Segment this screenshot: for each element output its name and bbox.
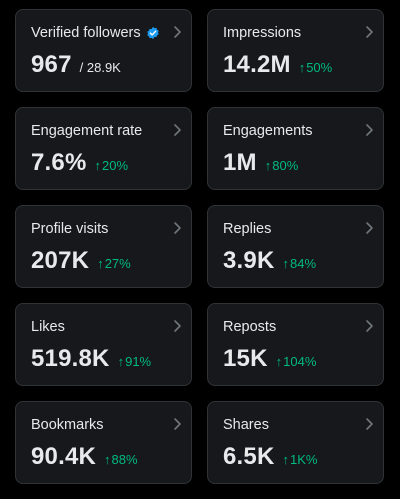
chevron-right-icon	[366, 124, 373, 136]
card-change: ↑ 80%	[265, 158, 299, 173]
card-engagements[interactable]: Engagements 1M ↑ 80%	[207, 107, 384, 190]
card-label: Impressions	[223, 25, 302, 41]
card-change: ↑ 50%	[299, 60, 333, 75]
card-label: Bookmarks	[31, 417, 104, 433]
card-value: 90.4K	[31, 443, 97, 470]
chevron-right-icon	[366, 222, 373, 234]
card-change: ↑ 104%	[276, 354, 317, 369]
card-likes[interactable]: Likes 519.8K ↑ 91%	[15, 303, 192, 386]
card-change-value: 104%	[283, 354, 317, 369]
chevron-right-icon	[366, 418, 373, 430]
card-shares[interactable]: Shares 6.5K ↑ 1K%	[207, 401, 384, 484]
card-change: ↑ 1K%	[283, 452, 318, 467]
card-change-value: 88%	[111, 452, 138, 467]
chevron-right-icon	[174, 418, 181, 430]
card-change: ↑ 91%	[118, 354, 152, 369]
card-change-value: 27%	[104, 256, 131, 271]
card-label: Engagement rate	[31, 123, 143, 139]
card-value: 207K	[31, 247, 90, 274]
card-total: / 28.9K	[79, 60, 121, 75]
card-label: Profile visits	[31, 221, 109, 237]
chevron-right-icon	[174, 320, 181, 332]
chevron-right-icon	[174, 124, 181, 136]
arrow-up-icon: ↑	[117, 354, 125, 369]
arrow-up-icon: ↑	[94, 158, 102, 173]
card-change-value: 50%	[306, 60, 333, 75]
card-value: 15K	[223, 345, 268, 372]
card-label: Replies	[223, 221, 272, 237]
card-label: Likes	[31, 319, 65, 335]
card-value: 6.5K	[223, 443, 275, 470]
chevron-right-icon	[366, 320, 373, 332]
chevron-right-icon	[174, 26, 181, 38]
verified-badge-icon	[146, 26, 159, 40]
card-change-value: 20%	[102, 158, 129, 173]
card-change-value: 80%	[272, 158, 299, 173]
card-value: 7.6%	[31, 149, 87, 176]
chevron-right-icon	[366, 26, 373, 38]
card-label: Engagements	[223, 123, 313, 139]
card-change-value: 1K%	[290, 452, 318, 467]
card-change: ↑ 20%	[95, 158, 129, 173]
card-value: 1M	[223, 149, 257, 176]
card-value: 14.2M	[223, 51, 291, 78]
card-replies[interactable]: Replies 3.9K ↑ 84%	[207, 205, 384, 288]
card-change: ↑ 88%	[104, 452, 138, 467]
arrow-up-icon: ↑	[275, 354, 283, 369]
arrow-up-icon: ↑	[282, 256, 290, 271]
card-value: 3.9K	[223, 247, 275, 274]
card-change: ↑ 27%	[97, 256, 131, 271]
card-profile-visits[interactable]: Profile visits 207K ↑ 27%	[15, 205, 192, 288]
card-label: Shares	[223, 417, 269, 433]
card-impressions[interactable]: Impressions 14.2M ↑ 50%	[207, 9, 384, 92]
arrow-up-icon: ↑	[264, 158, 272, 173]
card-change-value: 84%	[290, 256, 317, 271]
card-value: 519.8K	[31, 345, 110, 372]
arrow-up-icon: ↑	[282, 452, 290, 467]
card-bookmarks[interactable]: Bookmarks 90.4K ↑ 88%	[15, 401, 192, 484]
card-label-text: Verified followers	[31, 25, 141, 41]
chevron-right-icon	[174, 222, 181, 234]
arrow-up-icon: ↑	[104, 452, 111, 467]
card-change: ↑ 84%	[283, 256, 317, 271]
card-label: Verified followers	[31, 25, 160, 41]
card-verified-followers[interactable]: Verified followers 967 / 28.9K	[15, 9, 192, 92]
card-engagement-rate[interactable]: Engagement rate 7.6% ↑ 20%	[15, 107, 192, 190]
arrow-up-icon: ↑	[97, 256, 104, 271]
card-value: 967	[31, 51, 72, 78]
arrow-up-icon: ↑	[298, 60, 306, 75]
card-label: Reposts	[223, 319, 277, 335]
card-change-value: 91%	[125, 354, 152, 369]
card-reposts[interactable]: Reposts 15K ↑ 104%	[207, 303, 384, 386]
